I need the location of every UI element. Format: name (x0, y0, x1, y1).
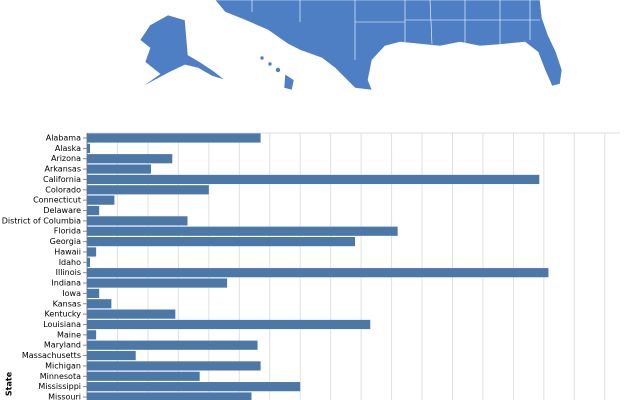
y-tick-label: Iowa (62, 289, 81, 298)
bar (87, 185, 209, 195)
y-tick-label: Arizona (51, 154, 81, 163)
bar (87, 257, 91, 267)
bar (87, 237, 356, 247)
y-tick-label: Delaware (43, 206, 81, 215)
y-axis-title: State (5, 371, 14, 396)
bar (87, 195, 115, 205)
hawaii (275, 67, 281, 73)
bar (87, 278, 228, 288)
y-tick-label: Alabama (46, 134, 81, 143)
bar (87, 309, 176, 319)
y-tick-label: California (43, 175, 81, 184)
y-tick-label: Kansas (53, 299, 81, 308)
y-tick-label: Idaho (59, 258, 81, 267)
y-tick-label: Alaska (55, 144, 81, 153)
y-tick-label: Kentucky (44, 310, 81, 319)
state-borders (251, 0, 540, 60)
bar (87, 361, 261, 371)
y-tick-label: Georgia (50, 237, 81, 246)
bar (87, 205, 100, 216)
y-tick-label: District of Columbia (2, 216, 81, 225)
y-tick-label: Massachusetts (22, 351, 81, 360)
bar (87, 133, 261, 143)
y-tick-label: Colorado (45, 185, 81, 194)
y-tick-label: Maine (57, 330, 81, 339)
bar (87, 216, 188, 226)
bar (87, 247, 97, 257)
bar (87, 319, 371, 330)
y-tick-label: Mississippi (38, 382, 81, 391)
y-tick-label: Arkansas (45, 165, 81, 174)
hawaii (259, 55, 265, 61)
y-tick-label: Missouri (48, 393, 81, 400)
bar (87, 164, 151, 174)
bar (87, 143, 91, 153)
y-tick-label: Hawaii (54, 247, 81, 256)
bar (87, 226, 398, 236)
bar (87, 340, 258, 350)
y-tick-label: Indiana (51, 279, 81, 288)
y-tick-label: Maryland (44, 341, 81, 350)
mainland (214, 0, 563, 91)
bar (87, 350, 136, 361)
bar (87, 299, 112, 309)
bar (87, 268, 549, 278)
bar (87, 382, 301, 392)
y-tick-label: Illinois (56, 268, 81, 277)
bar (87, 371, 200, 381)
y-tick-label: Florida (54, 227, 81, 236)
y-tick-label: Michigan (45, 361, 81, 370)
alaska (139, 14, 226, 89)
y-tick-label: Minnesota (40, 372, 81, 381)
us-map (139, 0, 563, 91)
y-tick-label: Connecticut (33, 196, 81, 205)
hawaii (267, 61, 273, 67)
bar (87, 288, 100, 298)
hawaii (283, 73, 295, 91)
bar (87, 330, 97, 340)
y-tick-label: Louisiana (43, 320, 81, 329)
bar (87, 154, 173, 164)
bar (87, 174, 540, 185)
bar (87, 392, 252, 400)
